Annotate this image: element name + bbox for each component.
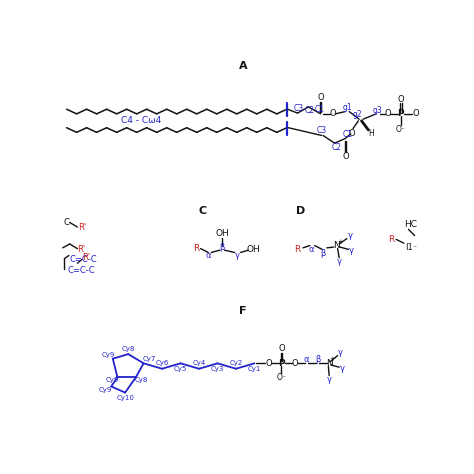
Text: γ: γ [338, 348, 343, 357]
Text: Cy6: Cy6 [155, 360, 169, 366]
Text: C2: C2 [332, 143, 342, 152]
Text: C3: C3 [293, 104, 303, 113]
Text: Cy7: Cy7 [142, 356, 155, 363]
Text: γ: γ [337, 257, 342, 266]
Text: γ: γ [347, 231, 353, 240]
Text: g2: g2 [353, 110, 363, 119]
Text: C3: C3 [317, 126, 327, 135]
Text: Cy10: Cy10 [116, 395, 134, 401]
Text: +: + [329, 356, 335, 363]
Text: α: α [309, 245, 314, 254]
Text: N: N [333, 241, 339, 250]
Text: C4 - Cω4: C4 - Cω4 [121, 116, 162, 125]
Text: C2: C2 [305, 106, 315, 115]
Text: O⁻: O⁻ [276, 373, 286, 382]
Text: g1: g1 [343, 103, 353, 112]
Text: C: C [199, 206, 207, 216]
Text: Cy2: Cy2 [229, 360, 243, 366]
Text: O: O [398, 95, 404, 104]
Text: α: α [303, 355, 309, 364]
Text: Cy3: Cy3 [211, 366, 224, 372]
Text: D: D [296, 206, 305, 216]
Text: γ: γ [235, 251, 240, 260]
Text: γ: γ [349, 246, 354, 255]
Text: β: β [315, 355, 320, 364]
Text: γ: γ [327, 375, 332, 384]
Text: R: R [294, 245, 301, 254]
Text: I1⁻: I1⁻ [405, 243, 417, 252]
Text: Cy5: Cy5 [174, 366, 187, 372]
Text: A: A [238, 61, 247, 71]
Text: O: O [318, 93, 324, 102]
Text: C=C-C: C=C-C [67, 266, 95, 275]
Text: Cy9: Cy9 [101, 352, 115, 358]
Text: R': R' [82, 253, 91, 262]
Text: γ: γ [340, 364, 345, 373]
Text: OH: OH [215, 229, 229, 238]
Text: HC: HC [404, 220, 417, 229]
Text: C1: C1 [343, 130, 353, 139]
Text: O: O [265, 359, 272, 368]
Text: R': R' [78, 223, 86, 232]
Text: R': R' [77, 245, 85, 254]
Text: F: F [239, 306, 246, 316]
Text: O⁻: O⁻ [396, 125, 406, 134]
Text: O: O [330, 109, 337, 118]
Text: C1: C1 [315, 105, 325, 114]
Text: Cy1: Cy1 [248, 366, 261, 372]
Text: C: C [64, 218, 70, 227]
Text: R: R [193, 244, 200, 253]
Text: g3: g3 [373, 106, 383, 115]
Text: O: O [412, 109, 419, 118]
Text: Cy4: Cy4 [192, 360, 206, 366]
Text: O: O [278, 344, 285, 353]
Text: β: β [320, 249, 326, 258]
Text: Cy9: Cy9 [99, 387, 112, 393]
Text: O: O [384, 109, 391, 118]
Text: O: O [292, 359, 299, 368]
Text: Cy8: Cy8 [135, 377, 148, 383]
Text: α: α [206, 251, 211, 260]
Text: N: N [326, 359, 333, 368]
Text: +: + [337, 239, 343, 245]
Text: H: H [368, 129, 374, 138]
Text: P: P [278, 359, 285, 368]
Text: Cy8: Cy8 [121, 346, 135, 352]
Text: O: O [348, 128, 355, 137]
Text: O: O [342, 152, 349, 161]
Text: C=C-C: C=C-C [70, 255, 97, 264]
Text: OH: OH [246, 245, 260, 254]
Text: β: β [219, 243, 225, 252]
Text: P: P [398, 109, 404, 118]
Text: R: R [388, 235, 395, 244]
Text: Cy9: Cy9 [105, 377, 118, 383]
